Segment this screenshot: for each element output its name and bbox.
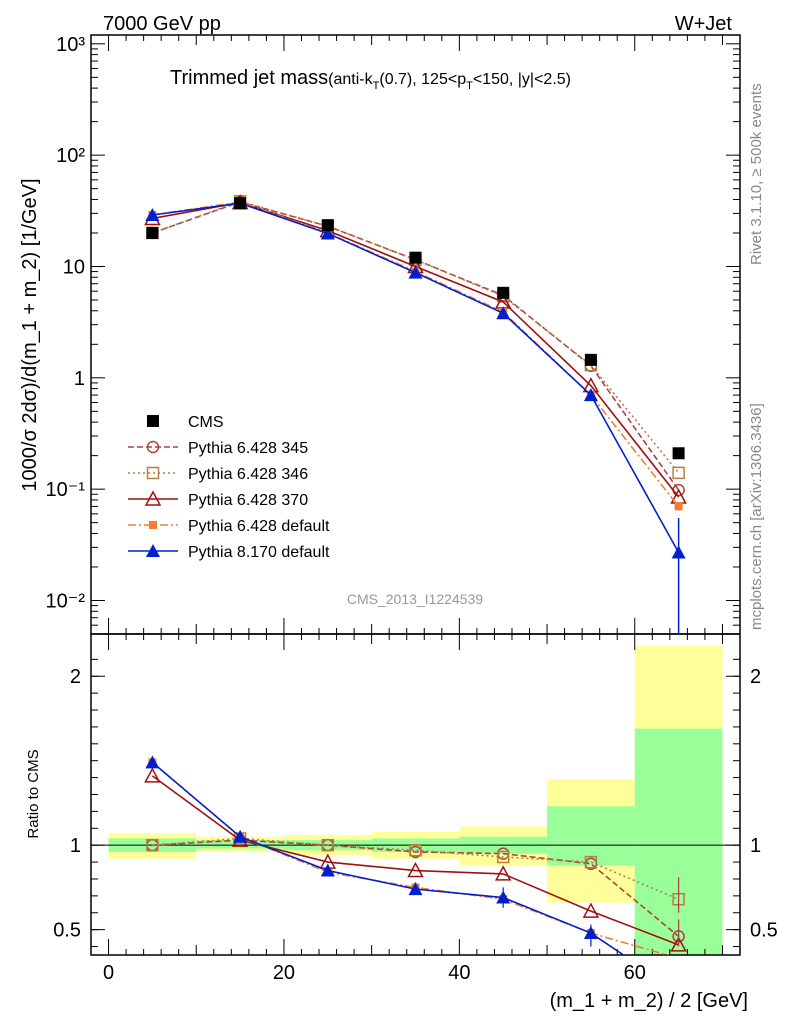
y-tick-label: 10⁻¹	[46, 479, 86, 501]
y-tick-label: 10³	[56, 34, 85, 56]
data-point	[144, 767, 161, 783]
header-left: 7000 GeV pp	[103, 13, 221, 35]
mcplots-label: mcplots.cern.ch [arXiv:1306.3436]	[748, 403, 765, 630]
y-tick-label: 10	[63, 256, 85, 278]
data-point	[583, 388, 598, 402]
rivet-label: Rivet 3.1.10, ≥ 500k events	[748, 83, 765, 265]
data-point	[584, 353, 597, 366]
ratio-y-tick-label-right: 2	[750, 666, 761, 688]
data-point	[146, 440, 160, 454]
data-point	[321, 838, 335, 852]
data-point	[144, 490, 162, 506]
data-point	[582, 902, 600, 918]
data-point	[149, 521, 157, 529]
data-point	[670, 936, 687, 952]
legend-label: Pythia 8.170 default	[188, 544, 330, 561]
ratio-y-tick-label: 0.5	[53, 920, 81, 942]
data-point	[674, 502, 683, 511]
green-band	[634, 728, 723, 955]
legend-label: Pythia 6.428 345	[188, 440, 308, 457]
data-point	[409, 251, 422, 264]
y-tick-label: 1	[74, 368, 85, 390]
data-point	[409, 844, 422, 857]
x-tick-label: 60	[624, 962, 646, 984]
ratio-y-tick-label: 1	[70, 835, 81, 857]
data-point	[146, 544, 160, 557]
ratio-y-tick-label: 2	[70, 666, 81, 688]
ratio-y-tick-label-right: 0.5	[750, 920, 778, 942]
data-point	[234, 197, 247, 210]
data-point	[146, 838, 159, 852]
data-point	[145, 208, 160, 222]
data-point	[146, 466, 160, 480]
data-point	[145, 755, 160, 769]
y-tick-label: 10²	[56, 145, 85, 167]
x-tick-label: 20	[273, 962, 295, 984]
legend-label: Pythia 6.428 370	[188, 492, 308, 509]
data-point	[494, 865, 512, 881]
ratio-ylabel: Ratio to CMS	[25, 749, 42, 838]
y-tick-label: 10⁻²	[46, 590, 86, 612]
main-ylabel: 1000/σ 2dσ)/d(m_1 + m_2) [1/GeV]	[19, 178, 41, 491]
ratio-series	[144, 755, 687, 955]
legend-label: Pythia 6.428 346	[188, 466, 308, 483]
series-line	[152, 201, 680, 507]
data-point	[146, 226, 159, 239]
watermark: CMS_2013_I1224539	[347, 591, 483, 607]
x-tick-label: 40	[448, 962, 470, 984]
data-point	[147, 415, 159, 427]
green-band	[547, 806, 635, 866]
legend-label: CMS	[188, 414, 224, 431]
data-point	[496, 850, 510, 864]
legend-label: Pythia 6.428 default	[188, 518, 330, 535]
header-right: W+Jet	[675, 13, 733, 35]
ratio-bands	[108, 645, 723, 955]
data-point	[672, 466, 685, 480]
data-point	[672, 447, 685, 460]
data-point	[320, 226, 335, 240]
ratio-series-clipped	[144, 755, 687, 955]
chart-title: Trimmed jet mass(anti-kT(0.7), 125<pT<15…	[170, 67, 571, 92]
ratio-y-tick-label-right: 1	[750, 835, 761, 857]
data-point	[321, 219, 334, 232]
data-point	[497, 286, 510, 299]
data-point	[407, 861, 424, 878]
x-axis-label: (m_1 + m_2) / 2 [GeV]	[550, 990, 748, 1012]
series-line	[152, 200, 680, 474]
data-point	[320, 863, 335, 877]
main-series	[144, 193, 687, 634]
x-tick-label: 0	[103, 962, 114, 984]
data-point	[496, 306, 511, 320]
ratio-line	[152, 839, 680, 938]
data-point	[233, 829, 248, 843]
legend: CMS Pythia 6.428 345 Pythia 6.428 346 Pythi…	[128, 414, 330, 561]
data-point	[584, 855, 598, 869]
data-point	[408, 265, 423, 279]
